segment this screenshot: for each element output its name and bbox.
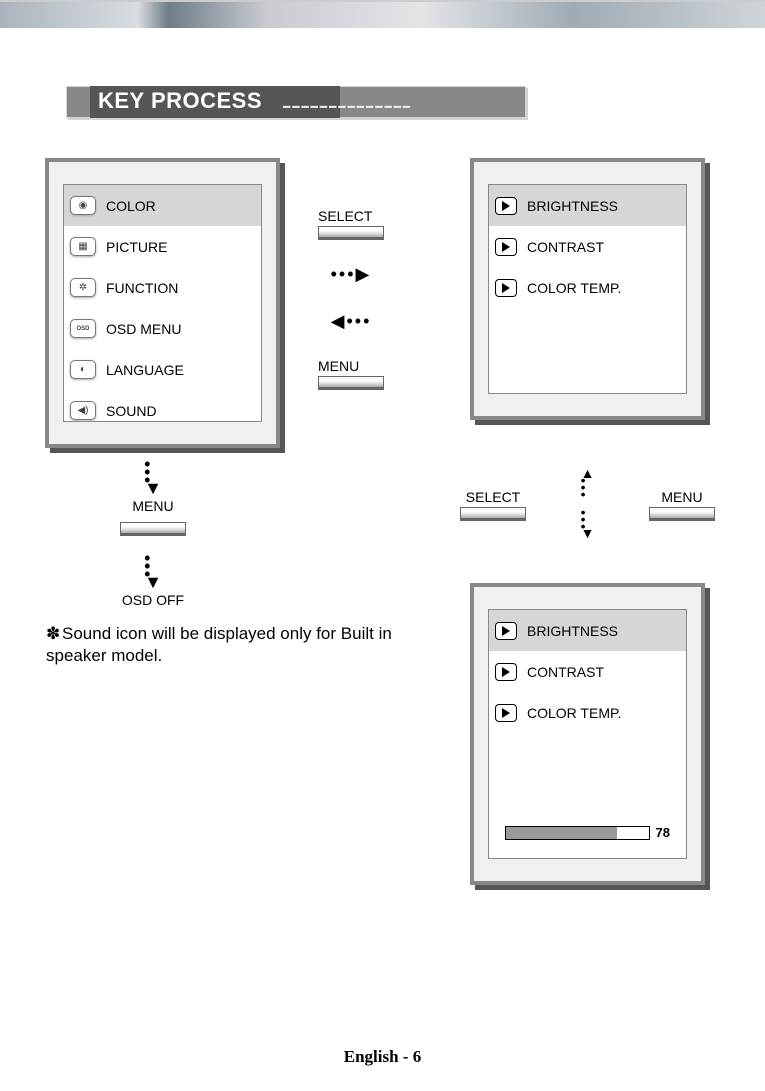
- select-button[interactable]: [318, 226, 384, 238]
- select-button-group: SELECT: [318, 208, 384, 238]
- menu-label: OSD MENU: [106, 321, 181, 337]
- menu-label-btn2: MENU: [132, 498, 173, 514]
- play-icon: [495, 622, 517, 640]
- note-text: Sound icon will be displayed only for Bu…: [46, 624, 392, 665]
- play-icon: [495, 238, 517, 256]
- select-label: SELECT: [318, 208, 372, 224]
- picture-icon: ▦: [70, 237, 96, 256]
- arrow-left-icon: ◀•••: [331, 311, 372, 332]
- menu-label: SOUND: [106, 403, 157, 419]
- slider-value: 78: [656, 825, 670, 840]
- section-title: KEY PROCESS: [98, 88, 262, 114]
- select-button-2[interactable]: [460, 507, 526, 519]
- play-icon: [495, 663, 517, 681]
- menu-item-picture[interactable]: ▦ PICTURE: [64, 226, 261, 267]
- play-icon: [495, 197, 517, 215]
- submenu2-item-contrast[interactable]: CONTRAST: [489, 651, 686, 692]
- brightness-slider[interactable]: 78: [505, 825, 670, 840]
- menu-button-group: MENU: [318, 358, 384, 388]
- submenu-item-brightness[interactable]: BRIGHTNESS: [489, 185, 686, 226]
- menu-item-color[interactable]: ◉ COLOR: [64, 185, 261, 226]
- menu-button-group-2: MENU: [649, 489, 715, 519]
- menu-item-language[interactable]: ◐ LANGUAGE: [64, 349, 261, 390]
- sub-menu-panel-2: BRIGHTNESS CONTRAST COLOR TEMP. 78: [470, 583, 705, 885]
- submenu-label: CONTRAST: [527, 239, 604, 255]
- up-down-arrows-icon: ▲••••••▼: [581, 470, 595, 537]
- select-button-group-2: SELECT: [460, 489, 526, 519]
- below-main-flow: •••▼ MENU •••▼ OSD OFF: [120, 460, 186, 608]
- menu-button-3[interactable]: [649, 507, 715, 519]
- osd-off-label: OSD OFF: [122, 592, 184, 608]
- arrow-right-icon: •••▶: [331, 264, 372, 285]
- submenu-item-colortemp[interactable]: COLOR TEMP.: [489, 267, 686, 308]
- section-header: KEY PROCESS ━━━━━━━━━━━━━━: [66, 86, 526, 118]
- menu-item-function[interactable]: ✲ FUNCTION: [64, 267, 261, 308]
- menu-item-sound[interactable]: ◀) SOUND: [64, 390, 261, 431]
- slider-track: [505, 826, 650, 840]
- menu-label: LANGUAGE: [106, 362, 184, 378]
- submenu-label: COLOR TEMP.: [527, 280, 621, 296]
- menu-label: PICTURE: [106, 239, 167, 255]
- submenu-label: BRIGHTNESS: [527, 198, 618, 214]
- submenu-item-contrast[interactable]: CONTRAST: [489, 226, 686, 267]
- color-icon: ◉: [70, 196, 96, 215]
- vdots-icon: •••▼: [144, 554, 162, 586]
- osd-icon: OSD: [70, 319, 96, 338]
- sound-icon: ◀): [70, 401, 96, 420]
- main-menu-panel: ◉ COLOR ▦ PICTURE ✲ FUNCTION OSD OSD MEN…: [45, 158, 280, 448]
- slider-fill: [506, 827, 617, 839]
- submenu2-item-colortemp[interactable]: COLOR TEMP.: [489, 692, 686, 733]
- submenu2-item-brightness[interactable]: BRIGHTNESS: [489, 610, 686, 651]
- menu-item-osd[interactable]: OSD OSD MENU: [64, 308, 261, 349]
- menu-button-2[interactable]: [120, 522, 186, 534]
- menu-label-btn: MENU: [318, 358, 359, 374]
- menu-label: FUNCTION: [106, 280, 178, 296]
- language-icon: ◐: [70, 360, 96, 379]
- play-icon: [495, 279, 517, 297]
- menu-label: COLOR: [106, 198, 156, 214]
- mid-controls: SELECT •••▶ ◀••• MENU: [318, 208, 384, 388]
- menu-button[interactable]: [318, 376, 384, 388]
- vdots-icon: •••▼: [144, 460, 162, 492]
- sub-menu-panel-1: BRIGHTNESS CONTRAST COLOR TEMP.: [470, 158, 705, 420]
- function-icon: ✲: [70, 278, 96, 297]
- page-footer: English - 6: [0, 1047, 765, 1067]
- play-icon: [495, 704, 517, 722]
- decorative-header-strip: [0, 0, 765, 28]
- below-sub-controls: SELECT ▲••••••▼ MENU: [460, 470, 715, 537]
- footnote: ✽Sound icon will be displayed only for B…: [46, 623, 396, 667]
